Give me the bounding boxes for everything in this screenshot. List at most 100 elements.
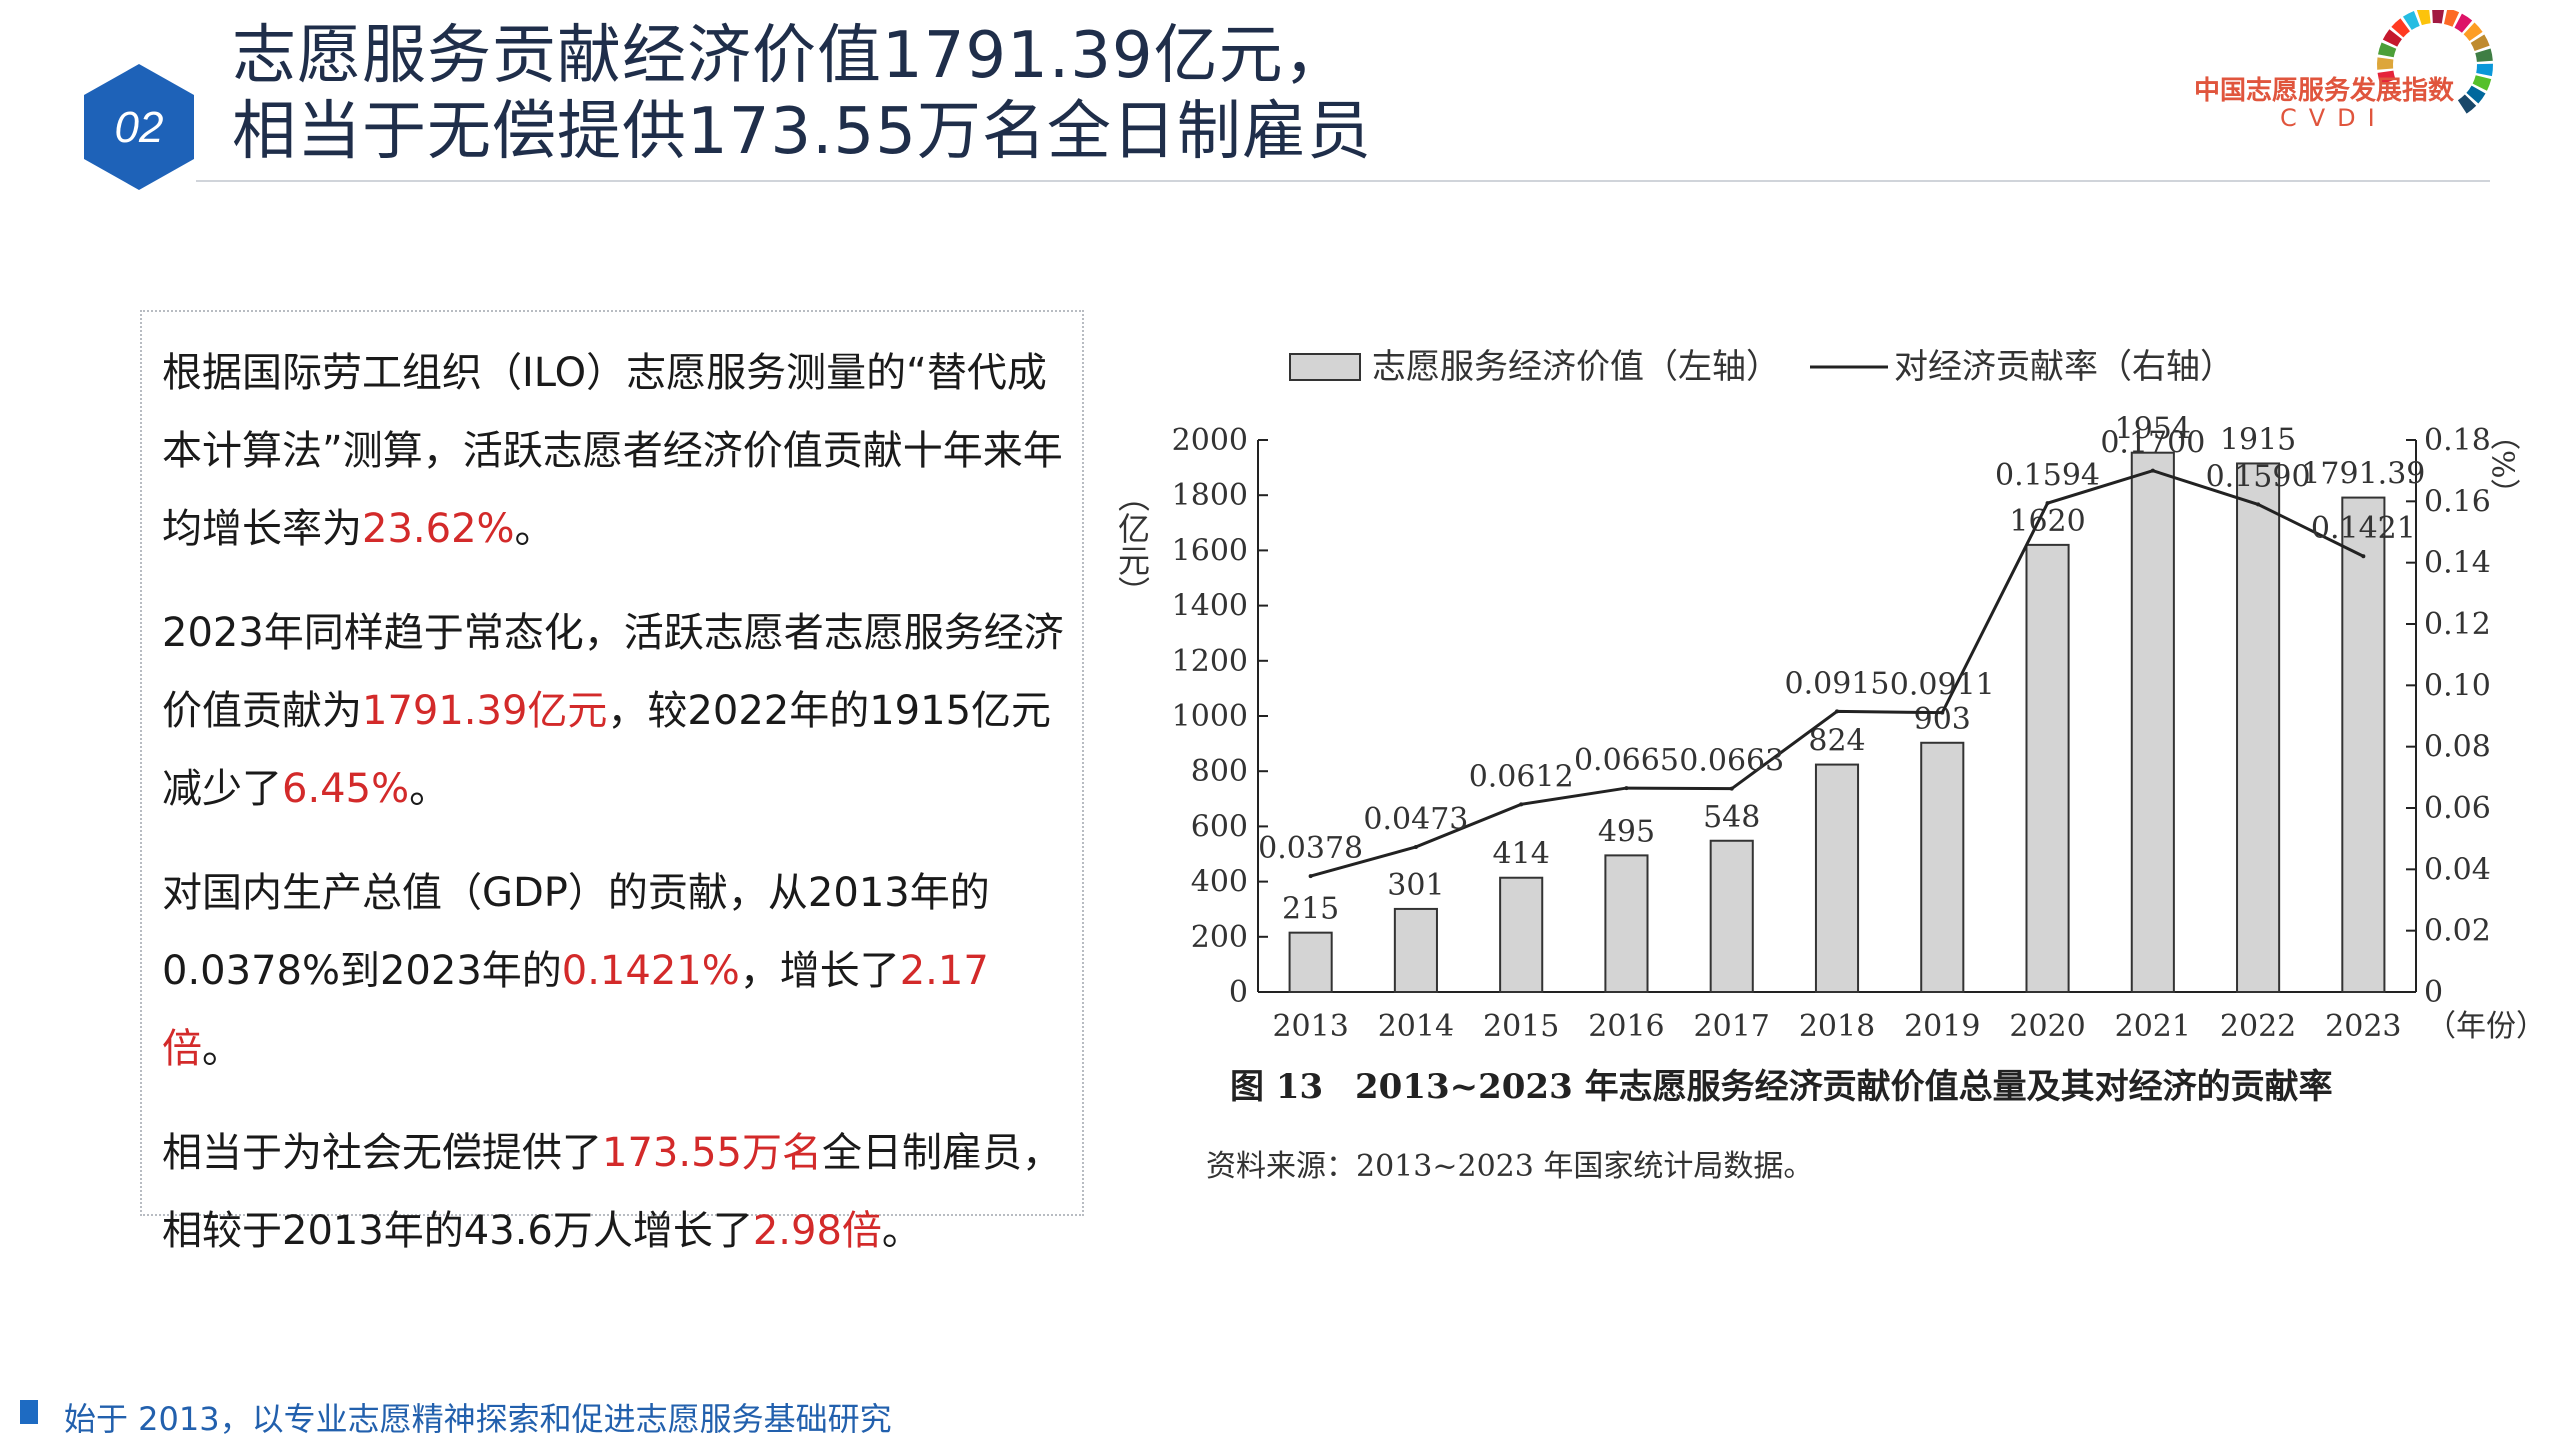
x-tick-label: 2018 (1799, 1009, 1875, 1044)
paragraph-text: 。 (881, 1208, 922, 1254)
x-tick-label: 2022 (2220, 1009, 2296, 1044)
chart: 志愿服务经济价值（左轴） 对经济贡献率（右轴） （亿元） （%） 0 200 400 600 8… (1113, 347, 2530, 1184)
y-right-tick-label: 0.08 (2424, 730, 2491, 765)
logo-segment (2475, 48, 2493, 62)
y-right-tick-label: 0.10 (2424, 668, 2491, 703)
paragraph-text: ，较2022年的1915亿元减少了 (162, 688, 1052, 812)
summary-textbox: 根据国际劳工组织（ILO）志愿服务测量的“替代成本计算法”测算，活跃志愿者经济价… (140, 310, 1084, 1254)
line-value-label: 0.0915 (1785, 666, 1890, 701)
y-right-tick-label: 0.14 (2424, 546, 2491, 581)
legend-bar-label: 志愿服务经济价值（左轴） (1372, 347, 1780, 387)
x-tick-label: 2017 (1694, 1009, 1770, 1044)
summary-paragraph: 2023年同样趋于常态化，活跃志愿者志愿服务经济价值贡献为1791.39亿元，较… (162, 594, 1064, 828)
section-number-hexagon: 02 (84, 64, 194, 190)
line-point (1413, 844, 1418, 849)
paragraph-text: ，增长了 (739, 948, 900, 994)
logo-en-text: CVDI (2280, 104, 2387, 132)
y-right-tick-label: 0.16 (2424, 484, 2491, 519)
summary-paragraph: 相当于为社会无偿提供了173.55万名全日制雇员，相较于2013年的43.6万人… (162, 1114, 1064, 1270)
bar-value-label: 495 (1598, 814, 1655, 849)
y-left-tick-label: 400 (1191, 865, 1248, 900)
logo-segment (2377, 70, 2396, 85)
highlight-value: 6.45% (282, 766, 410, 812)
x-tick-label: 2021 (2115, 1009, 2191, 1044)
logo-cn-text: 中国志愿服务发展指数 (2194, 76, 2455, 106)
logo-segment (2443, 10, 2460, 27)
y-left-axis-title: （亿元） (1113, 480, 1151, 608)
logo-segment (2416, 10, 2431, 26)
line-value-label: 0.0473 (1363, 802, 1468, 837)
logo-segment (2476, 63, 2493, 77)
highlight-value: 1791.39亿元 (362, 688, 608, 734)
bar (1920, 741, 1965, 993)
bar (1604, 854, 1649, 993)
y-left-tick-label: 0 (1229, 975, 1248, 1010)
bar (1709, 839, 1754, 994)
bar (1814, 763, 1860, 993)
line-point (1519, 802, 1524, 807)
line-point (1308, 874, 1313, 879)
logo-segment (2457, 94, 2477, 114)
bar-value-label: 414 (1493, 837, 1550, 872)
logo-segment (2463, 22, 2483, 42)
logo-segment (2391, 18, 2410, 38)
x-tick-label: 2015 (1483, 1009, 1559, 1044)
footer-marker (20, 1400, 38, 1424)
bar (1499, 876, 1544, 994)
title-divider (196, 180, 2490, 182)
line-value-label: 0.0378 (1258, 831, 1363, 866)
x-tick-label: 2014 (1378, 1009, 1454, 1044)
highlight-value: 173.55万名 (602, 1130, 822, 1176)
bar-value-label: 548 (1703, 800, 1760, 835)
line-point (2150, 468, 2155, 473)
y-left-tick-label: 1800 (1172, 478, 1248, 513)
bar-value-label: 1620 (2009, 504, 2085, 539)
line-value-label: 0.0665 (1574, 743, 1679, 778)
y-left-tick-label: 1400 (1172, 589, 1248, 624)
x-tick-label: 2016 (1588, 1009, 1664, 1044)
logo-segment (2454, 13, 2473, 33)
line-point (1940, 710, 1945, 715)
bar-value-label: 215 (1282, 892, 1339, 927)
y-right-tick-label: 0.04 (2424, 852, 2491, 887)
page-title-line2: 相当于无偿提供173.55万名全日制雇员 (232, 95, 1372, 169)
y-left-tick-label: 1000 (1172, 699, 1248, 734)
paragraph-text: 相当于为社会无偿提供了 (162, 1130, 602, 1176)
bar-value-label: 1791.39 (2301, 457, 2425, 492)
bar-value-label: 824 (1808, 724, 1865, 759)
footer-tagline: 始于 2013，以专业志愿精神探索和促进志愿服务基础研究 (64, 1400, 892, 1438)
y-right-tick-label: 0.02 (2424, 914, 2491, 949)
x-axis-title: （年份） (2426, 1009, 2530, 1044)
bar-value-label: 903 (1914, 702, 1971, 737)
page-title: 志愿服务贡献经济价值1791.39亿元， 相当于无偿提供173.55万名全日制雇… (232, 18, 1372, 170)
paragraph-text: 根据国际劳工组织（ILO）志愿服务测量的“替代成本计算法”测算，活跃志愿者经济价… (162, 350, 1063, 552)
logo-segment (2377, 57, 2394, 70)
bar (2025, 543, 2070, 993)
line-point (2256, 502, 2261, 507)
bar (1393, 907, 1438, 994)
y-left-tick-label: 200 (1191, 920, 1248, 955)
bar-value-label: 1954 (2115, 412, 2191, 447)
y-left-tick-label: 600 (1191, 809, 1248, 844)
line-value-label: 0.0911 (1890, 668, 1995, 703)
paragraph-text: 对国内生产总值（GDP）的贡献，从2013年的0.0378%到2023年的 (162, 870, 990, 994)
line-value-label: 0.0612 (1469, 759, 1574, 794)
legend-bar-swatch (1289, 353, 1361, 381)
x-tick-label: 2013 (1272, 1009, 1348, 1044)
logo-segment (2402, 10, 2420, 30)
bar (2236, 462, 2281, 993)
section-number: 02 (115, 103, 164, 152)
line-point (1835, 709, 1839, 714)
y-right-tick-label: 0.18 (2424, 423, 2491, 458)
y-left-tick-label: 1600 (1172, 533, 1248, 568)
bar (1288, 931, 1333, 993)
y-right-tick-label: 0.06 (2424, 791, 2491, 826)
line-point (2361, 554, 2366, 559)
logo-segment (2382, 29, 2402, 47)
bar (2130, 451, 2175, 994)
highlight-value: 2.98倍 (752, 1208, 882, 1254)
y-left-tick-label: 2000 (1172, 423, 1248, 458)
x-tick-label: 2023 (2325, 1009, 2401, 1044)
line-value-label: 0.1594 (1995, 458, 2100, 493)
line-point (1729, 786, 1734, 791)
